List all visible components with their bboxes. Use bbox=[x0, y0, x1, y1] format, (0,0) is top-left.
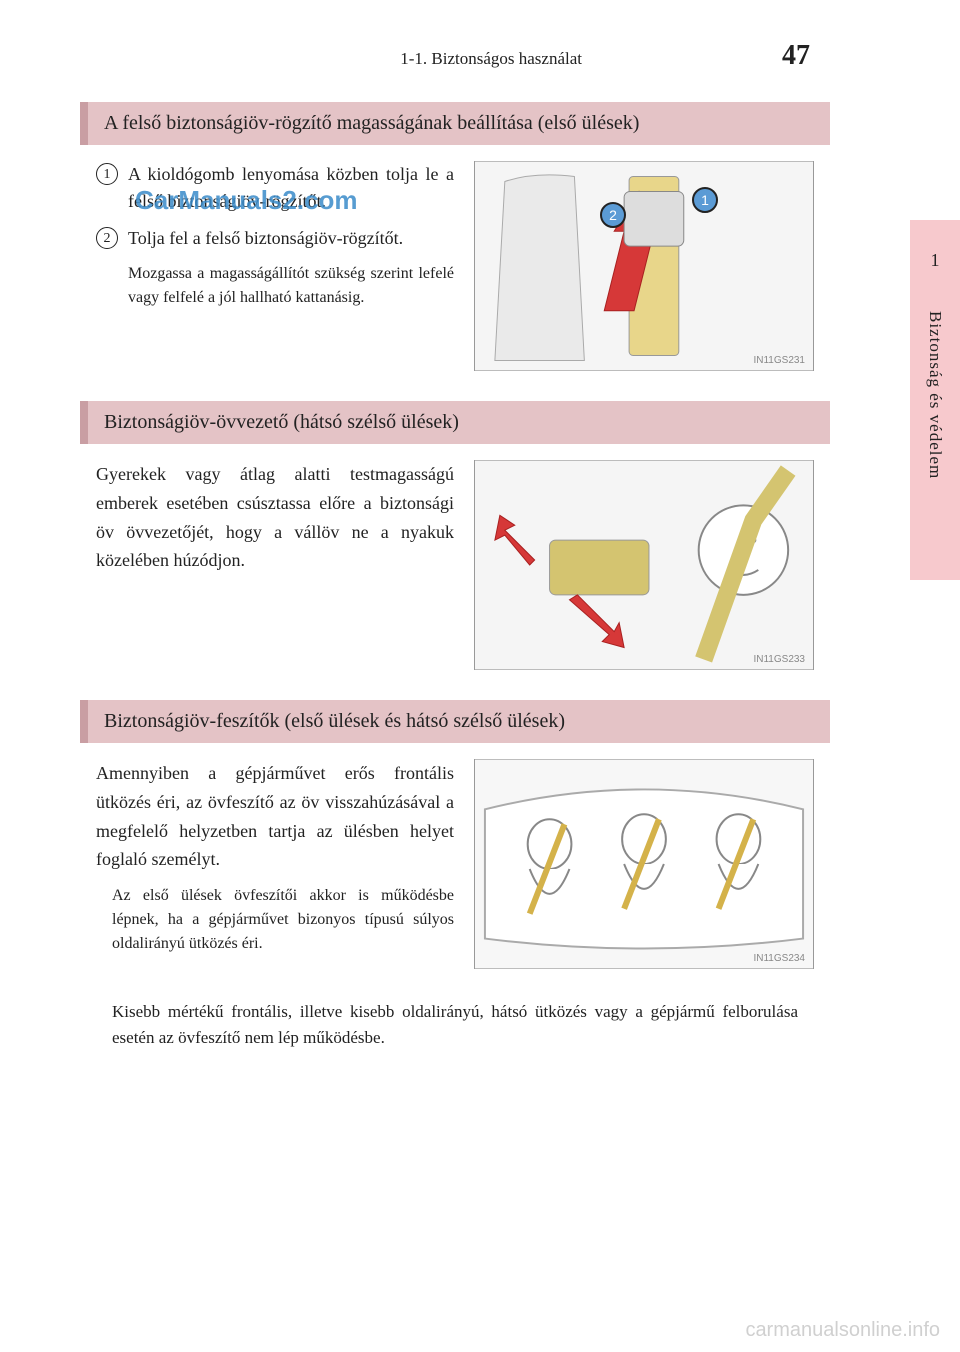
illustration-1: 1 2 IN11GS231 bbox=[474, 161, 814, 371]
section-body-3: Amennyiben a gépjárművet erős frontális … bbox=[80, 759, 830, 969]
section-note-1: Mozgassa a magasságállítót szükség szeri… bbox=[96, 262, 454, 310]
chapter-label: Biztonság és védelem bbox=[925, 311, 945, 479]
section-paragraph-2: Gyerekek vagy átlag alatti testmagasságú… bbox=[96, 460, 454, 575]
step-text-2: Tolja fel a felső biztonságiöv-rögzítőt. bbox=[128, 225, 454, 252]
manual-page: 1 Biztonság és védelem 1-1. Biztonságos … bbox=[0, 0, 960, 1352]
section-paragraph-3: Amennyiben a gépjárművet erős frontális … bbox=[96, 759, 454, 874]
step-marker-2: 2 bbox=[96, 227, 118, 249]
image-code-2: IN11GS233 bbox=[753, 654, 805, 665]
image-code-1: IN11GS231 bbox=[753, 355, 805, 366]
section-subnote-3: Az első ülések övfeszítői akkor is működ… bbox=[96, 884, 454, 956]
callout-1: 1 bbox=[692, 187, 718, 213]
page-header: 1-1. Biztonságos használat 47 bbox=[80, 40, 830, 72]
section-title-1: A felső biztonságiöv-rögzítő magasságána… bbox=[80, 102, 830, 145]
side-tab: 1 Biztonság és védelem bbox=[910, 220, 960, 580]
image-code-3: IN11GS234 bbox=[753, 953, 805, 964]
bottom-note: Kisebb mértékű frontális, illetve kisebb… bbox=[80, 999, 830, 1050]
footer-watermark: carmanualsonline.info bbox=[745, 1319, 940, 1342]
chapter-number: 1 bbox=[931, 250, 940, 271]
section-title-2: Biztonságiöv-övvezető (hátsó szélső ülés… bbox=[80, 401, 830, 444]
section-text-2: Gyerekek vagy átlag alatti testmagasságú… bbox=[96, 460, 454, 670]
illustration-3: IN11GS234 bbox=[474, 759, 814, 969]
section-body-2: Gyerekek vagy átlag alatti testmagasságú… bbox=[80, 460, 830, 670]
illustration-2: IN11GS233 bbox=[474, 460, 814, 670]
step-marker-1: 1 bbox=[96, 163, 118, 185]
callout-2: 2 bbox=[600, 202, 626, 228]
watermark: CarManuals2.com bbox=[135, 185, 358, 216]
step-2: 2 Tolja fel a felső biztonságiöv-rögzítő… bbox=[96, 225, 454, 252]
section-breadcrumb: 1-1. Biztonságos használat bbox=[400, 49, 582, 69]
page-content: 1-1. Biztonságos használat 47 A felső bi… bbox=[0, 0, 910, 1090]
section-title-3: Biztonságiöv-feszítők (első ülések és há… bbox=[80, 700, 830, 743]
page-number: 47 bbox=[782, 40, 810, 72]
section-text-3: Amennyiben a gépjárművet erős frontális … bbox=[96, 759, 454, 969]
